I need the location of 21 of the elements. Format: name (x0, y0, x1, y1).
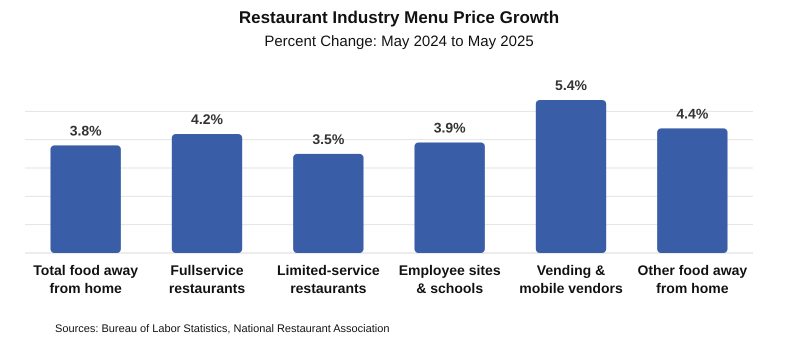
data-label: 3.8% (70, 122, 102, 138)
bar (172, 134, 242, 253)
bar (414, 142, 485, 253)
bar (657, 128, 728, 253)
bar (293, 154, 364, 253)
x-tick-label: Other food away from home (637, 262, 748, 296)
data-label: 4.2% (191, 111, 224, 127)
x-tick-label: Limited-service restaurants (276, 262, 380, 296)
data-label: 3.9% (434, 120, 466, 136)
chart-title: Restaurant Industry Menu Price Growth (238, 8, 560, 27)
data-label: 5.4% (555, 77, 588, 93)
x-tick-label: Vending & mobile vendors (519, 262, 623, 296)
x-tick-label: Employee sites & schools (398, 262, 501, 296)
data-label: 4.4% (676, 105, 709, 122)
chart-subtitle: Percent Change: May 2024 to May 2025 (264, 33, 534, 50)
x-tick-label: Total food away from home (33, 262, 138, 296)
source-note: Sources: Bureau of Labor Statistics, National Restaurant Association (55, 323, 390, 335)
x-tick-label: Fullservice restaurants (168, 262, 246, 296)
bar (536, 100, 606, 253)
bar (50, 145, 121, 253)
data-label: 3.5% (312, 130, 345, 147)
